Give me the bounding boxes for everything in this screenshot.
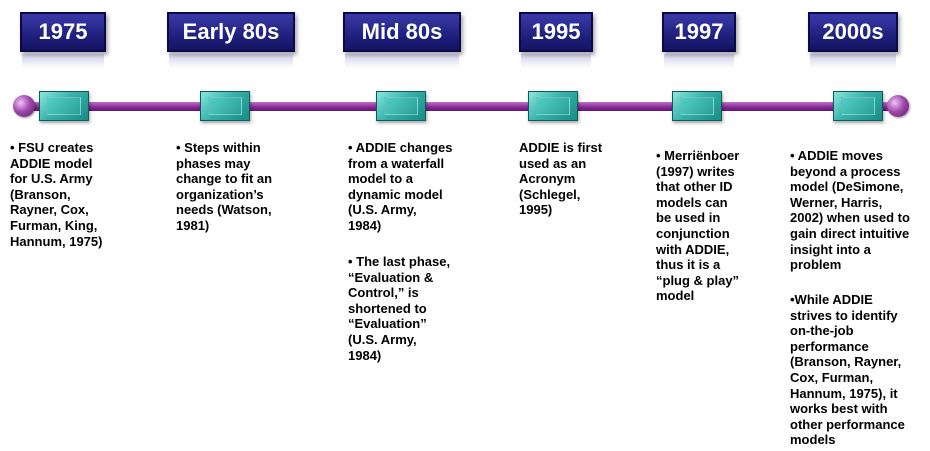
timeline-marker-1995 xyxy=(528,91,578,121)
timeline-marker-1997 xyxy=(672,91,722,121)
era-1975: 1975 xyxy=(20,12,106,52)
era-reflection xyxy=(664,54,734,68)
era-1995: 1995 xyxy=(519,12,593,52)
era-mid-80s: Mid 80s xyxy=(343,12,461,52)
era-1997: 1997 xyxy=(662,12,736,52)
timeline-marker-mid-80s xyxy=(376,91,426,121)
note-2000s-2: •While ADDIE strives to identify on-the-… xyxy=(790,292,905,448)
era-reflection xyxy=(169,54,293,68)
note-mid-80s-1: • ADDIE changes from a waterfall model t… xyxy=(348,140,453,233)
timeline-bar xyxy=(22,102,898,111)
timeline-start-knob xyxy=(13,95,35,117)
note-1995: ADDIE is first used as an Acronym (Schle… xyxy=(519,140,603,218)
timeline-marker-2000s xyxy=(833,91,883,121)
note-2000s-1: • ADDIE moves beyond a process model (De… xyxy=(790,148,910,273)
era-reflection xyxy=(22,54,104,68)
timeline-marker-early-80s xyxy=(200,91,250,121)
timeline-marker-1975 xyxy=(39,91,89,121)
era-reflection xyxy=(810,54,896,68)
era-early-80s: Early 80s xyxy=(167,12,295,52)
note-early-80s: • Steps within phases may change to fit … xyxy=(176,140,273,233)
note-1975: • FSU creates ADDIE model for U.S. Army … xyxy=(10,140,103,249)
era-reflection xyxy=(345,54,459,68)
note-mid-80s-2: • The last phase, “Evaluation & Control,… xyxy=(348,254,451,363)
note-1997: • Merriënboer (1997) writes that other I… xyxy=(656,148,740,304)
timeline-end-knob xyxy=(887,95,909,117)
era-reflection xyxy=(521,54,591,68)
era-2000s: 2000s xyxy=(808,12,898,52)
